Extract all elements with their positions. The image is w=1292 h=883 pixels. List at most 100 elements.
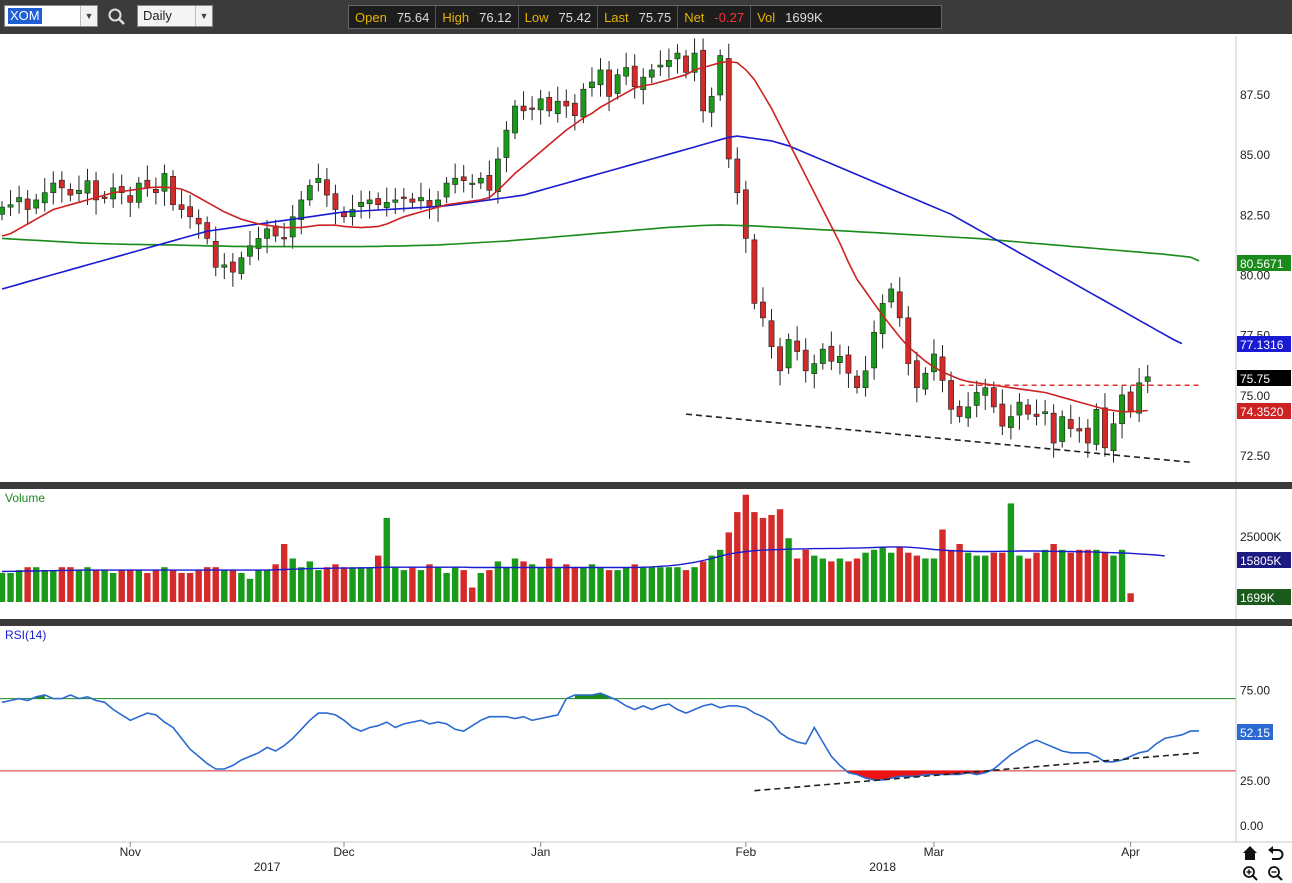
candle-body xyxy=(1119,394,1125,425)
volume-bar xyxy=(366,567,373,602)
candle-body xyxy=(443,182,450,198)
candle-body xyxy=(358,202,364,207)
price-tag-label: 80.5671 xyxy=(1240,257,1284,271)
candle-body xyxy=(460,176,467,181)
candle-body xyxy=(922,372,929,390)
rsi-panel: RSI(14) 75.00 25.00 0.00 52.15 xyxy=(0,628,1273,833)
volume-bar xyxy=(674,567,681,602)
volume-bar xyxy=(546,558,553,602)
candle-body xyxy=(238,257,245,274)
volume-bar xyxy=(460,570,467,602)
volume-bar xyxy=(999,552,1006,602)
candle-body xyxy=(734,158,741,193)
volume-bar xyxy=(340,567,348,602)
candle-body xyxy=(845,354,852,374)
candle-body xyxy=(1059,416,1066,442)
candle-body xyxy=(956,406,963,417)
chevron-down-icon[interactable]: ▼ xyxy=(195,6,212,26)
volume-bar xyxy=(785,538,792,602)
candle-body xyxy=(580,88,587,118)
candle-body xyxy=(982,387,989,396)
volume-bar xyxy=(853,558,861,602)
candle-body xyxy=(153,189,159,193)
candle-body xyxy=(33,199,40,209)
volume-bar xyxy=(332,564,339,602)
candle-body xyxy=(913,360,920,388)
candle-body xyxy=(879,303,886,335)
candle-body xyxy=(1136,382,1143,414)
volume-bar xyxy=(178,573,185,602)
volume-bar xyxy=(323,567,331,602)
candle-body xyxy=(469,182,476,185)
volume-bar xyxy=(477,573,484,602)
candle-body xyxy=(1110,423,1117,452)
volume-bar xyxy=(246,578,254,602)
volume-bar xyxy=(255,570,262,602)
candle-body xyxy=(50,182,57,193)
rsi-trendline xyxy=(754,752,1200,792)
candle-body xyxy=(76,189,82,194)
candle-body xyxy=(101,196,108,199)
volume-bar xyxy=(186,573,194,602)
rsi-tick-label: 0.00 xyxy=(1240,819,1264,833)
candle-body xyxy=(768,320,775,348)
period-select[interactable]: Daily ▼ xyxy=(137,5,213,27)
candle-body xyxy=(794,340,801,352)
zoom-in-lens xyxy=(1243,866,1255,878)
zoom-controls xyxy=(1243,846,1284,881)
volume-bar xyxy=(349,567,356,602)
volume-tag xyxy=(1237,589,1291,605)
candle-body xyxy=(418,197,424,202)
volume-bar xyxy=(580,567,587,602)
volume-bar xyxy=(845,561,852,602)
candle-body xyxy=(503,129,510,158)
volume-bar xyxy=(92,570,100,602)
search-button[interactable] xyxy=(106,6,128,28)
volume-bar xyxy=(1127,593,1134,602)
volume-bar xyxy=(383,517,390,602)
volume-bar xyxy=(58,567,66,602)
candle-body xyxy=(195,217,202,225)
chevron-down-icon[interactable]: ▼ xyxy=(80,6,97,26)
candle-body xyxy=(683,55,689,73)
candle-body xyxy=(409,198,416,203)
candle-body xyxy=(0,206,5,215)
candle-body xyxy=(990,387,997,408)
symbol-input[interactable]: XOM ▼ xyxy=(4,5,98,27)
price-tick-label: 80.00 xyxy=(1240,269,1270,283)
candle-body xyxy=(854,375,860,388)
candle-body xyxy=(1102,407,1108,449)
volume-bar xyxy=(537,567,544,602)
month-label: Jan xyxy=(531,845,550,859)
undo-icon[interactable] xyxy=(1268,846,1284,860)
quote-low: Low 75.42 xyxy=(519,6,599,28)
candle-body xyxy=(819,348,826,364)
candle-body xyxy=(760,301,766,319)
month-label: Dec xyxy=(333,845,354,859)
zoom-in-icon[interactable] xyxy=(1243,866,1258,881)
month-label: Apr xyxy=(1121,845,1140,859)
panel-divider[interactable] xyxy=(0,619,1292,626)
zoom-out-handle xyxy=(1277,875,1283,881)
volume-bar xyxy=(1076,549,1083,602)
candle-body xyxy=(161,173,168,192)
candle-body xyxy=(785,339,792,369)
price-tag xyxy=(1237,255,1291,271)
candle-body xyxy=(110,187,117,200)
candle-body xyxy=(366,199,373,205)
volume-bar xyxy=(169,570,177,602)
volume-bar xyxy=(357,567,365,602)
candle-body xyxy=(665,60,672,67)
candle-body xyxy=(341,212,347,218)
zoom-out-icon[interactable] xyxy=(1268,866,1283,881)
home-icon[interactable] xyxy=(1243,846,1257,860)
price-tick-label: 82.50 xyxy=(1240,208,1270,222)
volume-bar xyxy=(742,494,750,602)
volume-bar xyxy=(204,567,211,602)
volume-bar xyxy=(50,570,57,602)
panel-divider[interactable] xyxy=(0,482,1292,489)
candle-body xyxy=(375,198,382,206)
candle-body xyxy=(999,403,1006,427)
quote-high: High 76.12 xyxy=(436,6,519,28)
volume-bar xyxy=(657,567,664,602)
